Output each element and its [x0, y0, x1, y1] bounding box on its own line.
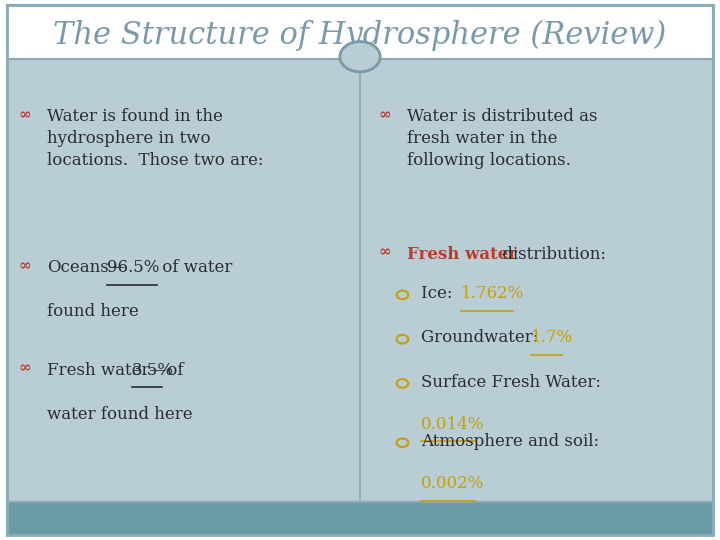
Text: found here: found here: [47, 303, 138, 320]
Text: ∞: ∞: [18, 259, 31, 273]
FancyBboxPatch shape: [7, 502, 713, 535]
Circle shape: [340, 42, 380, 72]
Text: ∞: ∞: [18, 108, 31, 122]
Text: Oceans—: Oceans—: [47, 259, 125, 276]
Text: Water is found in the
hydrosphere in two
locations.  Those two are:: Water is found in the hydrosphere in two…: [47, 108, 264, 170]
Text: 96.5%: 96.5%: [107, 259, 159, 276]
Text: water found here: water found here: [47, 406, 192, 423]
FancyBboxPatch shape: [7, 59, 713, 502]
Text: 3.5%: 3.5%: [132, 362, 174, 379]
Text: Water is distributed as
fresh water in the
following locations.: Water is distributed as fresh water in t…: [407, 108, 598, 170]
Text: ∞: ∞: [378, 108, 391, 122]
Text: ∞: ∞: [378, 246, 391, 260]
Text: 1.762%: 1.762%: [461, 285, 524, 302]
Text: 1.7%: 1.7%: [531, 329, 573, 346]
Text: The Structure of Hydrosphere (Review): The Structure of Hydrosphere (Review): [53, 19, 667, 51]
Text: 0.014%: 0.014%: [421, 416, 485, 433]
Text: Fresh water—: Fresh water—: [47, 362, 166, 379]
FancyBboxPatch shape: [7, 5, 713, 59]
Text: Surface Fresh Water:: Surface Fresh Water:: [421, 374, 601, 390]
Text: 0.002%: 0.002%: [421, 475, 485, 492]
Text: Groundwater:: Groundwater:: [421, 329, 549, 346]
Text: Atmosphere and soil:: Atmosphere and soil:: [421, 433, 599, 450]
Text: distribution:: distribution:: [497, 246, 606, 262]
Text: Ice:: Ice:: [421, 285, 463, 302]
Text: ∞: ∞: [18, 362, 31, 376]
Text: of: of: [162, 362, 184, 379]
Text: Fresh water: Fresh water: [407, 246, 517, 262]
Text: of water: of water: [157, 259, 233, 276]
